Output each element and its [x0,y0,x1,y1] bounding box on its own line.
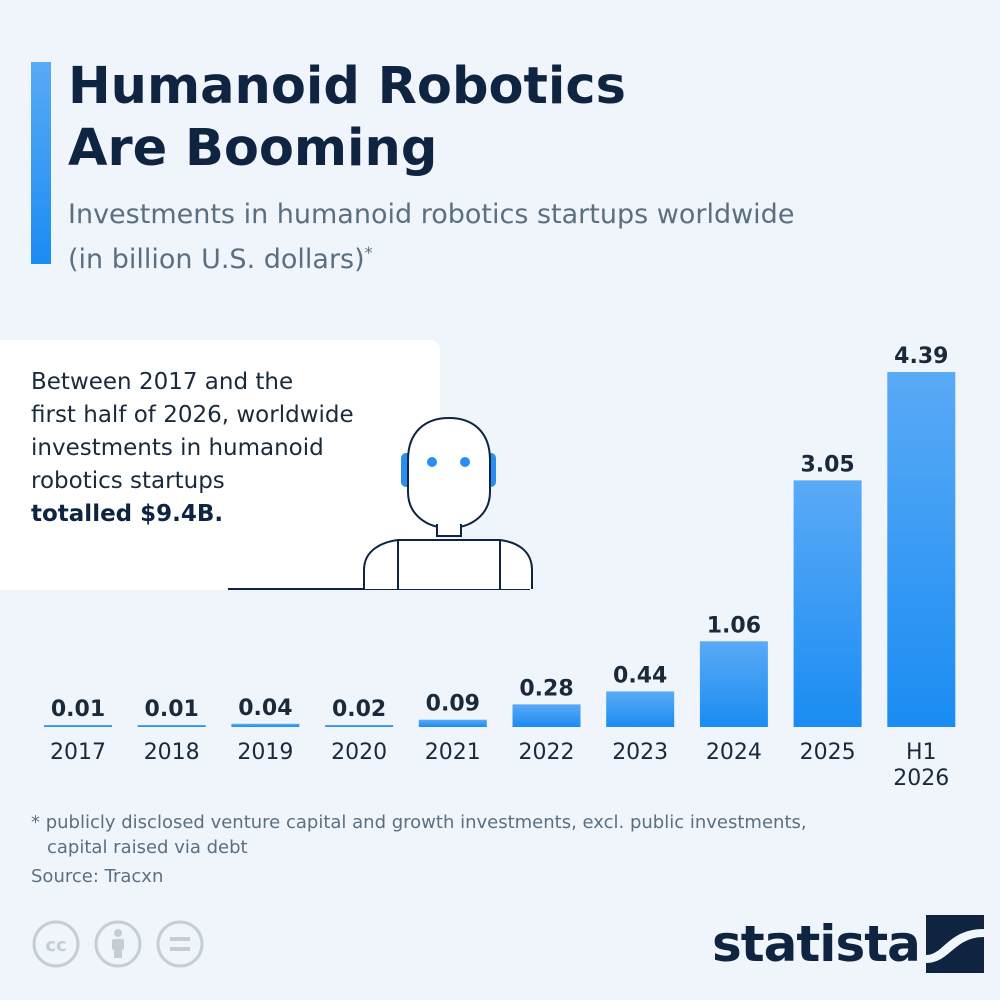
statista-logo[interactable]: statista [712,912,984,976]
value-label-h1-2026: 4.39 [894,344,948,369]
value-label-2021: 0.09 [426,692,480,717]
subtitle-line-1: Investments in humanoid robotics startup… [68,199,795,230]
callout-line-2: first half of 2026, worldwide [31,402,354,428]
x-tick-label-2019: 2019 [237,740,293,765]
value-label-2025: 3.05 [800,452,854,477]
callout-total: totalled $9.4B. [31,501,224,527]
no-derivatives-icon[interactable] [156,920,204,968]
x-tick-label-2022: 2022 [519,740,575,765]
robot-illustration-icon [228,416,533,590]
callout-line-1: Between 2017 and the [31,369,294,395]
x-tick-label-2017: 2017 [50,740,106,765]
bar-2021 [418,719,487,727]
bar-2018 [137,725,206,727]
value-label-2022: 0.28 [519,676,573,701]
title-line-2: Are Booming [68,119,438,178]
x-tick-label-2023: 2023 [612,740,668,765]
footnote-line-2: capital raised via debt [47,837,248,858]
x-tick-label-2021: 2021 [425,740,481,765]
statista-logo-text: statista [712,915,921,973]
svg-text:cc: cc [45,935,66,956]
value-label-2020: 0.02 [332,697,386,722]
source-text: Source: Tracxn [31,866,164,887]
value-label-2024: 1.06 [707,613,761,638]
callout-line-4: robotics startups [31,468,225,494]
subtitle-units: (in billion U.S. dollars) [68,244,365,275]
callout-text: Between 2017 and the first half of 2026,… [31,366,411,531]
bar-2022 [512,704,581,727]
statista-mark-icon [925,915,984,973]
bar-2023 [606,691,675,727]
subtitle-footnote-mark: * [364,243,373,262]
callout-line-5: totalled $9.4B. [31,498,411,531]
x-tick-label-2024: 2024 [706,740,762,765]
x-tick-label-2020: 2020 [331,740,387,765]
chart-subtitle: Investments in humanoid robotics startup… [68,196,968,279]
title-accent-bar [31,62,51,264]
value-label-2023: 0.44 [613,663,667,688]
bar-2019 [231,723,300,727]
footnote: * publicly disclosed venture capital and… [31,810,961,860]
value-label-2018: 0.01 [145,697,199,722]
footnote-line-1: * publicly disclosed venture capital and… [31,812,807,833]
x-tick-label-2025: 2025 [800,740,856,765]
title-line-1: Humanoid Robotics [68,57,626,116]
value-label-2019: 0.04 [238,696,292,721]
creative-commons-icons[interactable]: cc [30,918,210,970]
bar-2017 [44,725,112,727]
bar-chart: 0.01 2017 0.01 2018 0.04 2019 0.02 2020 0.09 2021… [44,344,956,791]
bar-2020 [325,725,394,727]
subtitle-line-2: (in billion U.S. dollars)* [68,234,968,279]
x-tick-label-2018: 2018 [144,740,200,765]
callout-line-3: investments in humanoid [31,435,324,461]
chart-title: Humanoid Robotics Are Booming [68,56,968,180]
bar-2025 [793,480,862,727]
value-label-2017: 0.01 [51,697,105,722]
bar-h1-2026 [887,372,956,727]
x-tick-label-h1-2026: H1 2026 [893,740,949,791]
callout-box [0,340,440,590]
cc-icon[interactable]: cc [32,920,80,968]
attribution-icon[interactable] [94,920,142,968]
bar-2024 [699,641,768,727]
